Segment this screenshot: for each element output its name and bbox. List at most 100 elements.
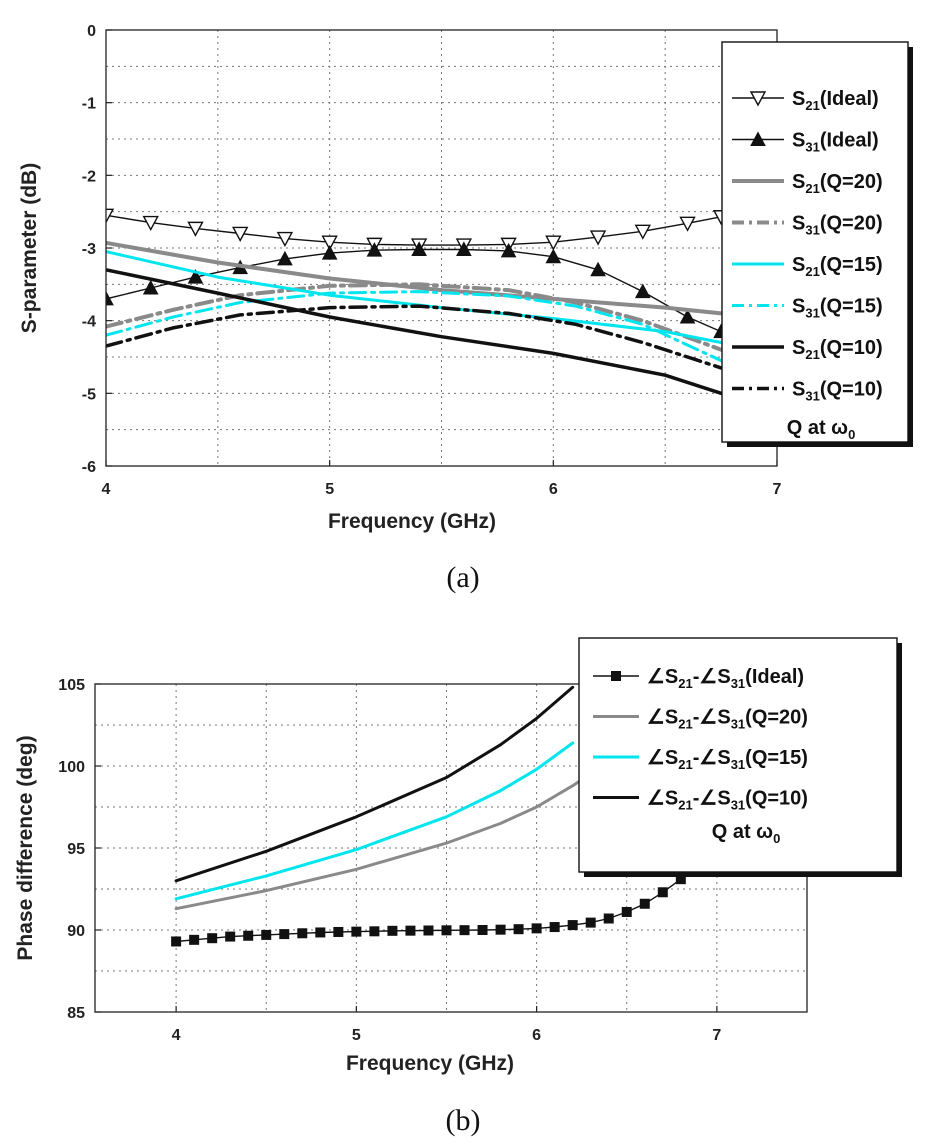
data-point-s21-ideal [634, 224, 651, 240]
series-line-s21-s31-q-15 [174, 741, 575, 901]
data-point-s21-ideal [142, 215, 159, 232]
data-point-s21-s31-ideal [225, 931, 236, 942]
series-line-s31-q-20 [106, 282, 724, 352]
y-tick-label: 85 [67, 1005, 85, 1022]
chart-b-xlabel: Frequency (GHz) [346, 1052, 514, 1075]
series-s31-q-15 [106, 290, 723, 363]
x-tick-label: 5 [325, 481, 334, 498]
data-point-s21-ideal [187, 221, 204, 237]
series-s21-s31-q-15 [174, 741, 575, 901]
chart-a-xticks: 4 5 6 7 [102, 460, 782, 498]
y-tick-label: -2 [82, 168, 96, 185]
data-point-s21-s31-ideal [531, 923, 542, 934]
series-line-s21-s31-q-20 [174, 766, 602, 911]
data-point-s21-s31-ideal [297, 928, 308, 939]
legend-label-s31-q-20: S31(Q=20) [792, 213, 883, 238]
data-point-s21-s31-ideal [513, 924, 524, 935]
series-line-s21-s31-q-10 [174, 685, 575, 883]
data-point-s21-s31-ideal [639, 898, 650, 909]
data-point-s21-s31-ideal [675, 874, 686, 885]
data-point-s21-ideal [276, 231, 294, 248]
data-point-s21-s31-ideal [189, 934, 200, 945]
chart-b-series [171, 685, 686, 947]
series-s21-q-10 [106, 268, 723, 396]
series-line-s21-q-15 [106, 250, 723, 344]
series-s21-s31-q-10 [174, 685, 575, 883]
legend-label-s21-s31-q-15: ∠S21-∠S31(Q=15) [647, 747, 808, 772]
legend-label-s31-q-10: S31(Q=10) [792, 379, 883, 404]
data-point-s31-ideal [456, 241, 472, 256]
series-s21-s31-ideal [171, 874, 686, 947]
data-point-s21-ideal [321, 235, 338, 251]
data-point-s31-ideal [545, 248, 562, 264]
data-point-s31-ideal [590, 261, 606, 277]
data-point-s31-ideal [634, 283, 651, 299]
data-point-s31-ideal [321, 245, 338, 260]
legend-marker-s31-ideal [750, 131, 766, 146]
data-point-s31-ideal [106, 290, 114, 306]
data-point-s21-s31-ideal [495, 924, 506, 935]
y-tick-label: 105 [58, 677, 85, 694]
legend-marker-s21-ideal [749, 91, 767, 107]
y-tick-label: 0 [87, 23, 96, 40]
y-tick-label: -1 [82, 96, 96, 113]
data-point-s21-ideal [545, 235, 562, 251]
legend-note: Q at ω0 [712, 821, 781, 846]
data-point-s21-s31-ideal [603, 913, 614, 924]
data-point-s21-s31-ideal [549, 922, 560, 933]
y-tick-label: -4 [82, 314, 96, 331]
legend-box [578, 637, 898, 873]
legend-label-s21-s31-q-10: ∠S21-∠S31(Q=10) [647, 788, 808, 813]
y-tick-label: -3 [82, 241, 96, 258]
data-point-s31-ideal [187, 269, 204, 284]
chart-a-series [106, 208, 730, 396]
series-s31-q-20 [106, 282, 724, 352]
series-line-s21-q-10 [106, 268, 723, 396]
chart-b-yticks: 105 100 95 90 85 [58, 677, 101, 1022]
series-line-s21-q-20 [106, 240, 724, 316]
chart-a-xlabel: Frequency (GHz) [328, 510, 496, 533]
legend-label-s21-q-10: S21(Q=10) [792, 337, 883, 362]
data-point-s21-s31-ideal [585, 917, 596, 928]
series-line-s31-q-15 [106, 290, 723, 363]
legend-label-s31-q-15: S31(Q=15) [792, 296, 883, 321]
chart-b-ylabel: Phase difference (deg) [14, 735, 37, 960]
chart-b-xticks: 4 5 6 7 [172, 1006, 721, 1044]
x-tick-label: 5 [352, 1027, 361, 1044]
series-s21-ideal [106, 208, 730, 254]
chart-a-caption: (a) [446, 561, 479, 594]
data-point-s21-s31-ideal [333, 926, 344, 937]
data-point-s21-s31-ideal [243, 930, 254, 941]
data-point-s21-s31-ideal [279, 929, 290, 940]
data-point-s21-s31-ideal [261, 929, 272, 940]
legend-note: Q at ω0 [787, 417, 856, 442]
chart-a-ylabel: S-parameter (dB) [18, 163, 41, 333]
data-point-s21-s31-ideal [567, 920, 578, 931]
legend-label-s21-q-20: S21(Q=20) [792, 171, 883, 196]
legend-label-s21-q-15: S21(Q=15) [792, 254, 883, 279]
chart-a: 0 -1 -2 -3 -4 -5 -6 4 5 6 7 Frequency (GHz) S-par… [18, 23, 913, 594]
y-tick-label: -6 [82, 459, 96, 476]
data-point-s21-s31-ideal [423, 925, 434, 936]
chart-a-legend: S21(Ideal) S31(Ideal) S21(Q=20) S31(Q=20) S2… [721, 41, 913, 447]
data-point-s21-s31-ideal [207, 933, 218, 944]
data-point-s21-s31-ideal [459, 925, 470, 936]
data-point-s21-s31-ideal [441, 925, 452, 936]
x-tick-label: 6 [532, 1027, 541, 1044]
legend-label-s31-ideal: S31(Ideal) [792, 130, 879, 155]
series-s31-q-10 [106, 304, 723, 370]
x-tick-label: 6 [549, 481, 558, 498]
series-s31-ideal [106, 241, 729, 339]
x-tick-label: 7 [773, 481, 782, 498]
y-tick-label: 100 [58, 759, 85, 776]
legend-marker-s21-s31-ideal [611, 671, 621, 681]
chart-b-caption: (b) [446, 1104, 481, 1137]
data-point-s31-ideal [411, 241, 427, 256]
x-tick-label: 4 [172, 1027, 181, 1044]
legend-label-s21-s31-q-20: ∠S21-∠S31(Q=20) [647, 707, 808, 732]
data-point-s21-ideal [106, 208, 115, 224]
legend-label-s21-s31-ideal: ∠S21-∠S31(Ideal) [647, 666, 804, 691]
data-point-s21-s31-ideal [351, 926, 362, 937]
data-point-s21-s31-ideal [369, 926, 380, 937]
data-point-s31-ideal [142, 279, 159, 295]
